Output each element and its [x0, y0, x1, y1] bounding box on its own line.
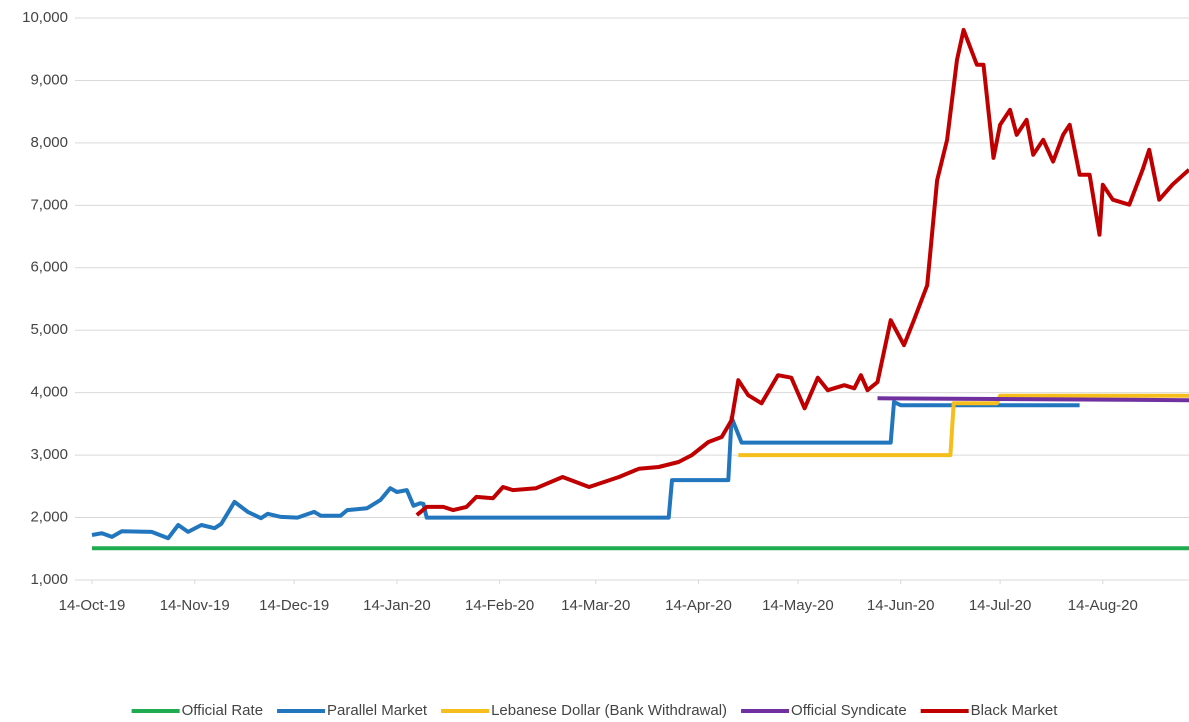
legend-label: Black Market [971, 702, 1059, 719]
y-tick-label: 10,000 [22, 9, 68, 26]
x-tick-label: 14-Dec-19 [259, 597, 329, 614]
x-tick-label: 14-Apr-20 [665, 597, 732, 614]
x-tick-label: 14-May-20 [762, 597, 834, 614]
y-tick-label: 3,000 [30, 446, 68, 463]
x-tick-label: 14-Jun-20 [867, 597, 935, 614]
legend-label: Official Syndicate [791, 702, 907, 719]
y-tick-label: 5,000 [30, 321, 68, 338]
x-tick-label: 14-Mar-20 [561, 597, 630, 614]
series-line [877, 396, 1189, 403]
y-tick-label: 7,000 [30, 196, 68, 213]
legend-label: Lebanese Dollar (Bank Withdrawal) [491, 702, 727, 719]
x-tick-label: 14-Feb-20 [465, 597, 534, 614]
series-line [415, 27, 1189, 517]
legend-item: Official Rate [131, 702, 263, 719]
series-line [738, 393, 1189, 458]
legend-item: Black Market [920, 702, 1059, 719]
x-tick-label: 14-Jul-20 [969, 597, 1032, 614]
y-tick-label: 8,000 [30, 134, 68, 151]
x-tick-label: 14-Jan-20 [363, 597, 431, 614]
x-tick-label: 14-Nov-19 [160, 597, 230, 614]
y-tick-label: 1,000 [30, 571, 68, 588]
y-tick-label: 4,000 [30, 384, 68, 401]
y-tick-label: 9,000 [30, 71, 68, 88]
x-tick-label: 14-Aug-20 [1068, 597, 1138, 614]
y-tick-label: 6,000 [30, 259, 68, 276]
x-tick-label: 14-Oct-19 [59, 597, 126, 614]
legend-label: Parallel Market [327, 702, 428, 719]
legend-label: Official Rate [182, 702, 263, 719]
legend-item: Official Syndicate [741, 702, 907, 719]
legend-item: Parallel Market [277, 702, 428, 719]
series-line [91, 400, 1080, 541]
y-tick-label: 2,000 [30, 509, 68, 526]
legend-item: Lebanese Dollar (Bank Withdrawal) [441, 702, 727, 719]
